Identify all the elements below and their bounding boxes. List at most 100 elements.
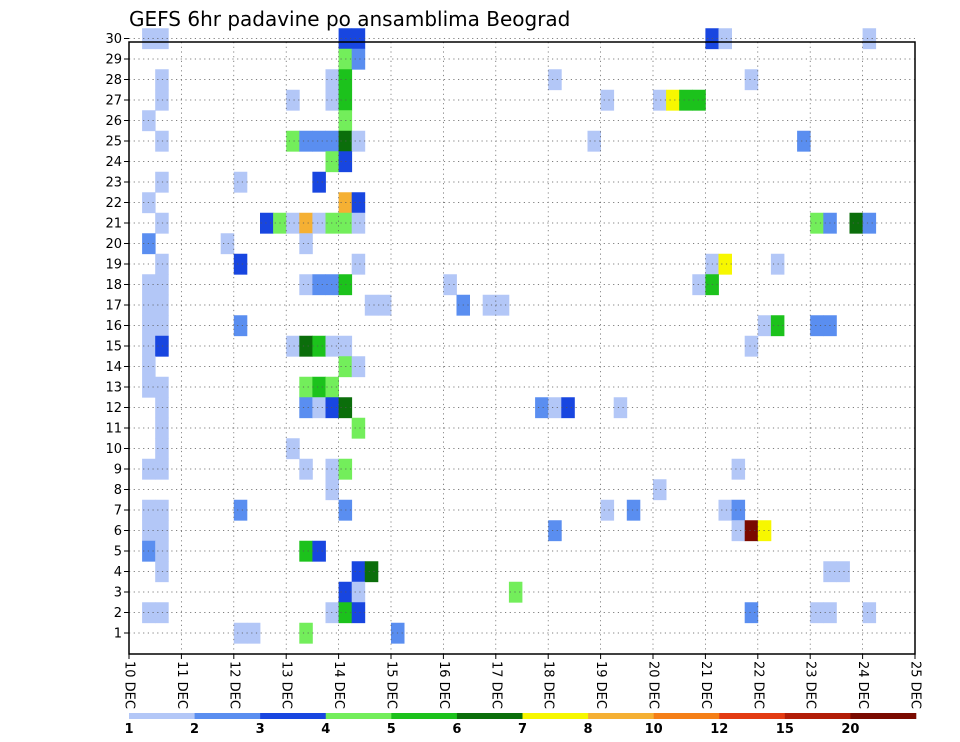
y-tick-label: 19 [105, 258, 122, 273]
colorbar-label: 10 [645, 722, 663, 737]
heatmap-cell [351, 602, 366, 624]
heatmap-cell [744, 69, 759, 91]
colorbar-swatch [260, 713, 327, 719]
y-tick-label: 17 [105, 299, 122, 314]
ticks-layer: 1234567891011121314151617181920212223242… [105, 32, 922, 709]
y-tick-label: 11 [105, 422, 122, 437]
heatmap-cell [653, 89, 667, 111]
heatmap-cell [286, 438, 300, 460]
heatmap-cell [731, 499, 746, 521]
grid-layer [129, 38, 915, 654]
heatmap-cell [679, 89, 693, 111]
heatmap-cell [312, 376, 326, 398]
heatmap-cell [351, 561, 366, 583]
y-tick-label: 30 [105, 32, 122, 47]
heatmap-cell [286, 212, 300, 234]
heatmap-cell [653, 479, 667, 501]
heatmap-cell [810, 212, 824, 234]
heatmap-cell [351, 130, 366, 152]
y-tick-label: 29 [105, 53, 122, 68]
heatmap-cell [299, 397, 313, 419]
colorbar-label: 3 [256, 722, 265, 737]
heatmap-cell [666, 89, 680, 111]
colorbar-label: 1 [124, 722, 133, 737]
y-tick-label: 21 [105, 217, 122, 232]
heatmap-cell [299, 622, 313, 644]
x-tick-label: 20 DEC [646, 661, 661, 709]
x-tick-label: 22 DEC [750, 661, 765, 709]
colorbar-swatch [325, 713, 392, 719]
colorbar-label: 12 [710, 722, 728, 737]
chart-title: GEFS 6hr padavine po ansamblima Beograd [129, 7, 570, 31]
heatmap-cell [233, 253, 248, 275]
heatmap-cell [744, 335, 759, 357]
heatmap-cell [731, 458, 746, 480]
heatmap-cell [626, 499, 641, 521]
y-tick-label: 1 [114, 627, 122, 642]
y-tick-label: 14 [105, 360, 122, 375]
colorbar-label: 2 [190, 722, 199, 737]
y-tick-label: 2 [114, 606, 122, 621]
heatmap-cell [286, 130, 300, 152]
x-tick-label: 12 DEC [226, 661, 241, 709]
heatmap-cell [351, 356, 366, 378]
colorbar-label: 8 [584, 722, 593, 737]
heatmap-cell [587, 130, 601, 152]
colorbar-swatch [588, 713, 654, 719]
heatmap-cell [692, 89, 706, 111]
heatmap-cell [233, 315, 248, 337]
heatmap-cell [312, 130, 326, 152]
heatmap-cell [233, 622, 248, 644]
y-tick-label: 15 [105, 340, 122, 355]
heatmap-cell [600, 499, 615, 521]
heatmap-cell [495, 294, 510, 316]
x-tick-label: 25 DEC [908, 661, 923, 709]
x-tick-label: 11 DEC [174, 661, 189, 709]
heatmap-cell [299, 540, 313, 562]
heatmap-cell [508, 581, 523, 603]
y-tick-label: 23 [105, 176, 122, 191]
heatmap-cell [377, 294, 392, 316]
colorbar-swatch [653, 713, 720, 719]
heatmap-cell [299, 376, 313, 398]
y-tick-label: 20 [105, 237, 122, 252]
heatmap-cell [548, 69, 562, 91]
y-tick-label: 25 [105, 135, 122, 150]
heatmap-cell [364, 561, 379, 583]
heatmap-cell [351, 417, 366, 439]
heatmap-cell [233, 171, 248, 193]
heatmap-cell [351, 48, 366, 70]
heatmap-cell [692, 274, 706, 296]
heatmap-cell [810, 315, 824, 337]
y-tick-label: 24 [105, 155, 122, 170]
heatmap-cell [299, 212, 313, 234]
colorbar-swatch [719, 713, 786, 719]
y-tick-label: 9 [114, 463, 122, 478]
heatmap-cell [718, 28, 732, 50]
x-tick-label: 18 DEC [541, 661, 556, 709]
heatmap-cell [862, 212, 877, 234]
y-tick-label: 7 [114, 504, 122, 519]
heatmap-cell [220, 233, 235, 255]
colorbar-label: 5 [387, 722, 396, 737]
heatmap-cell [862, 28, 877, 50]
heatmap-cell [849, 212, 863, 234]
heatmap-cell [299, 458, 313, 480]
colorbar-swatch [784, 713, 851, 719]
x-tick-label: 10 DEC [122, 661, 137, 709]
heatmap-cell [260, 212, 274, 234]
heatmap-cell [862, 602, 877, 624]
heatmap-cell [351, 28, 366, 50]
heatmap-cell [613, 397, 628, 419]
colorbar-label: 6 [452, 722, 461, 737]
heatmap-cell [312, 335, 326, 357]
heatmap-cell [797, 130, 811, 152]
x-tick-label: 23 DEC [803, 661, 818, 709]
plot-frame [128, 41, 916, 655]
y-tick-label: 6 [114, 524, 122, 539]
colorbar-swatch [129, 713, 195, 719]
colorbar-swatch [456, 713, 523, 719]
x-tick-label: 17 DEC [488, 661, 503, 709]
cells-layer [142, 28, 877, 644]
